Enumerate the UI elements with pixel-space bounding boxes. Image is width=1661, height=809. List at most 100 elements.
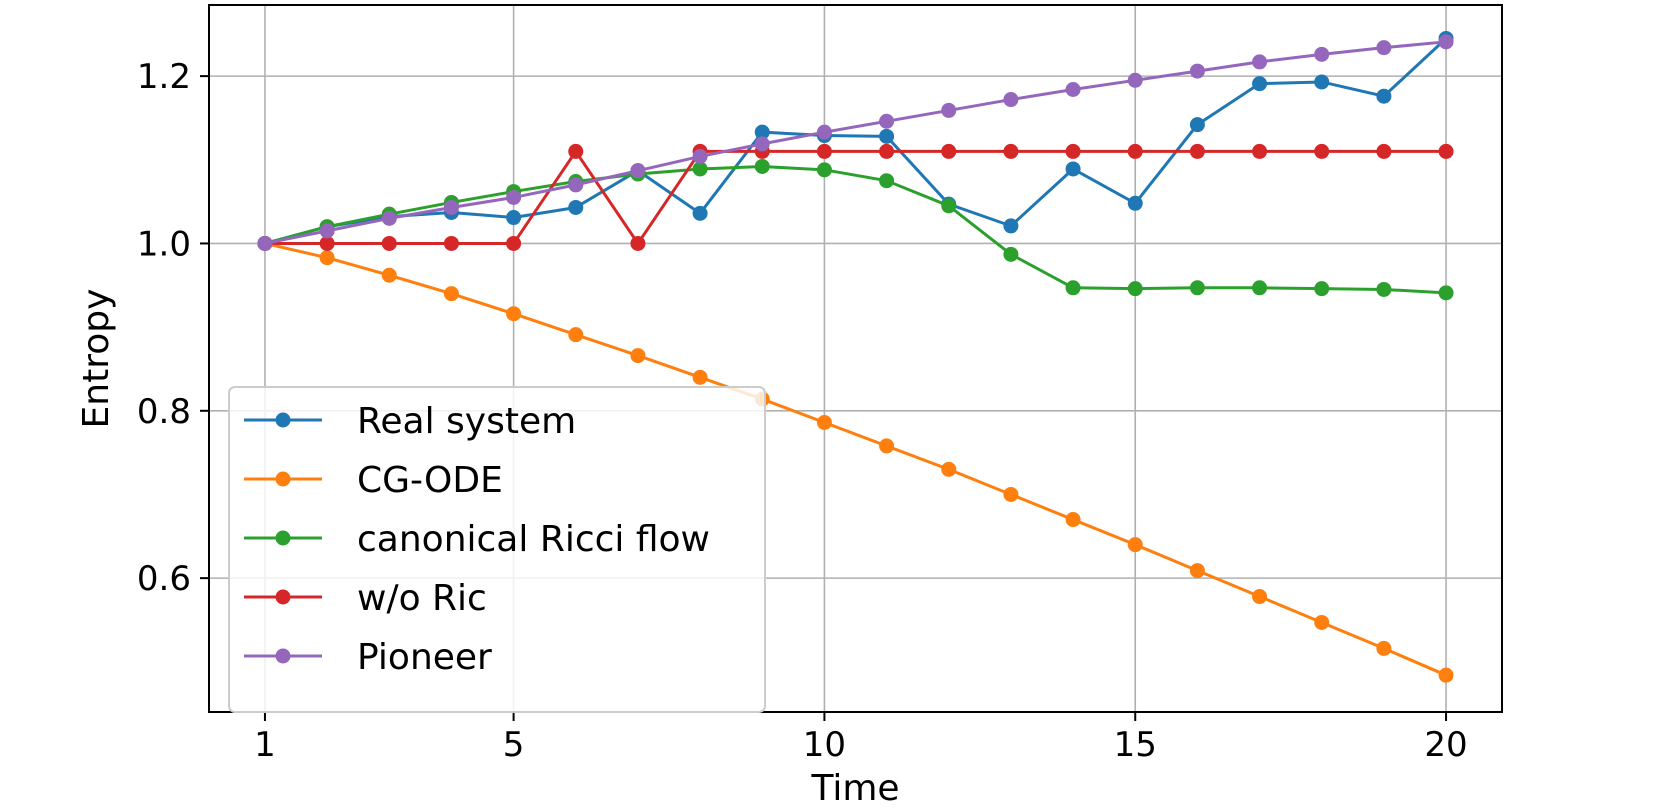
legend-marker <box>275 471 291 487</box>
data-point <box>1314 143 1330 159</box>
data-point <box>754 158 770 174</box>
data-point <box>1003 143 1019 159</box>
data-point <box>381 267 397 283</box>
data-point <box>1065 143 1081 159</box>
data-point <box>319 235 335 251</box>
data-point <box>1127 143 1143 159</box>
data-point <box>568 177 584 193</box>
legend-entry: w/o Ric <box>244 578 487 619</box>
data-point <box>1438 34 1454 50</box>
data-point <box>1252 143 1268 159</box>
y-tick-label: 0.8 <box>137 392 191 432</box>
data-point <box>1376 640 1392 656</box>
data-point <box>1314 614 1330 630</box>
data-point <box>1376 281 1392 297</box>
legend-marker <box>275 412 291 428</box>
series-pioneer <box>257 34 1454 251</box>
legend-marker <box>275 648 291 664</box>
data-point <box>879 143 895 159</box>
data-point <box>816 124 832 140</box>
data-point <box>754 124 770 140</box>
data-point <box>1438 285 1454 301</box>
series-line <box>264 37 1448 245</box>
data-point <box>1314 74 1330 90</box>
data-point <box>1314 281 1330 297</box>
data-point <box>506 235 522 251</box>
data-point <box>1003 246 1019 262</box>
legend-label: w/o Ric <box>357 578 487 619</box>
x-tick-label: 20 <box>1424 725 1467 765</box>
data-point <box>1189 63 1205 79</box>
data-point <box>1127 537 1143 553</box>
data-point <box>568 327 584 343</box>
data-point <box>754 136 770 152</box>
data-point <box>1189 117 1205 133</box>
data-point <box>1314 46 1330 62</box>
legend-entry: CG-ODE <box>244 460 503 501</box>
x-axis-ticks: 1 5 10 15 20 <box>254 712 1468 765</box>
series-line <box>264 164 1447 295</box>
data-point <box>1003 92 1019 108</box>
x-axis-title: Time <box>810 768 899 809</box>
data-point <box>381 210 397 226</box>
data-point <box>941 143 957 159</box>
data-point <box>1252 280 1268 296</box>
data-point <box>1065 512 1081 528</box>
data-point <box>1127 72 1143 88</box>
data-point <box>692 161 708 177</box>
data-point <box>1252 54 1268 70</box>
data-point <box>630 163 646 179</box>
data-point <box>1376 143 1392 159</box>
legend-entry: Pioneer <box>244 637 492 678</box>
data-point <box>630 235 646 251</box>
y-tick-label: 1.2 <box>137 57 191 97</box>
data-point <box>630 348 646 364</box>
data-point <box>1438 667 1454 683</box>
data-point <box>1127 281 1143 297</box>
data-point <box>1065 82 1081 98</box>
series-line <box>264 241 1447 677</box>
data-point <box>941 198 957 214</box>
data-point <box>1003 218 1019 234</box>
x-tick-label: 10 <box>803 725 846 765</box>
data-point <box>506 306 522 322</box>
data-point <box>816 143 832 159</box>
x-tick-label: 1 <box>254 725 276 765</box>
data-point <box>879 173 895 189</box>
series-lines <box>257 30 1454 683</box>
data-point <box>443 286 459 302</box>
legend-label: Pioneer <box>357 637 492 678</box>
y-axis-ticks: 0.6 0.8 1.0 1.2 <box>137 57 209 599</box>
legend-label: canonical Ricci flow <box>357 519 710 560</box>
legend-entry: Real system <box>244 401 576 442</box>
data-point <box>941 102 957 118</box>
data-point <box>1065 161 1081 177</box>
data-point <box>1189 563 1205 579</box>
data-point <box>692 148 708 164</box>
legend-label: Real system <box>357 401 576 442</box>
data-point <box>443 235 459 251</box>
series-cg-ode <box>257 235 1454 683</box>
data-point <box>692 205 708 221</box>
data-point <box>941 461 957 477</box>
y-tick-label: 1.0 <box>137 224 191 264</box>
data-point <box>1376 40 1392 56</box>
data-point <box>816 162 832 178</box>
data-point <box>879 438 895 454</box>
plot-area-frame <box>208 4 1503 713</box>
data-point <box>879 113 895 129</box>
data-point <box>319 250 335 266</box>
data-point <box>257 235 273 251</box>
x-tick-label: 5 <box>503 725 525 765</box>
data-point <box>443 199 459 215</box>
legend: Real system CG-ODE canonical Ricci flow w/o… <box>228 386 766 713</box>
data-point <box>1065 280 1081 296</box>
data-point <box>506 189 522 205</box>
y-axis-title: Entropy <box>76 289 117 429</box>
data-point <box>1189 143 1205 159</box>
x-tick-label: 15 <box>1114 725 1157 765</box>
y-tick-label: 0.6 <box>137 559 191 599</box>
data-point <box>319 223 335 239</box>
data-point <box>816 415 832 431</box>
